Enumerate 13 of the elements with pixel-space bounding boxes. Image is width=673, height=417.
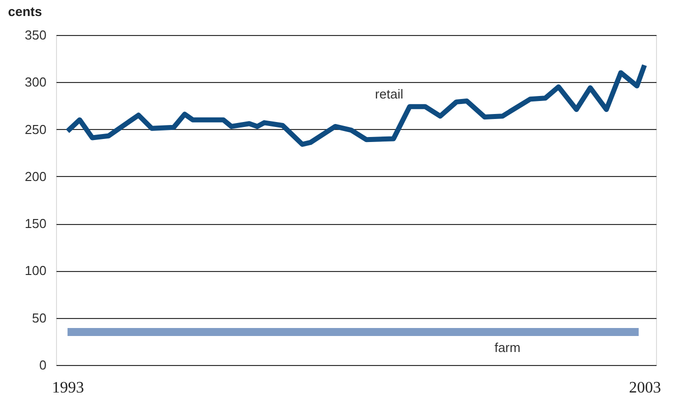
y-tick-label: 350 [24,28,46,42]
y-tick-label: 0 [39,358,46,372]
y-axis-title: cents [8,4,42,19]
y-tick-label: 50 [32,310,46,326]
y-tick-label: 300 [24,74,46,90]
y-tick-label: 100 [24,263,46,278]
y-tick-label: 250 [24,122,46,137]
x-tick-label: 1993 [52,380,84,396]
series-label: farm [494,340,520,355]
x-tick-label: 2003 [628,380,661,396]
series-label: retail [375,86,404,102]
y-tick-label: 200 [24,168,46,184]
y-tick-label: 150 [24,216,46,232]
